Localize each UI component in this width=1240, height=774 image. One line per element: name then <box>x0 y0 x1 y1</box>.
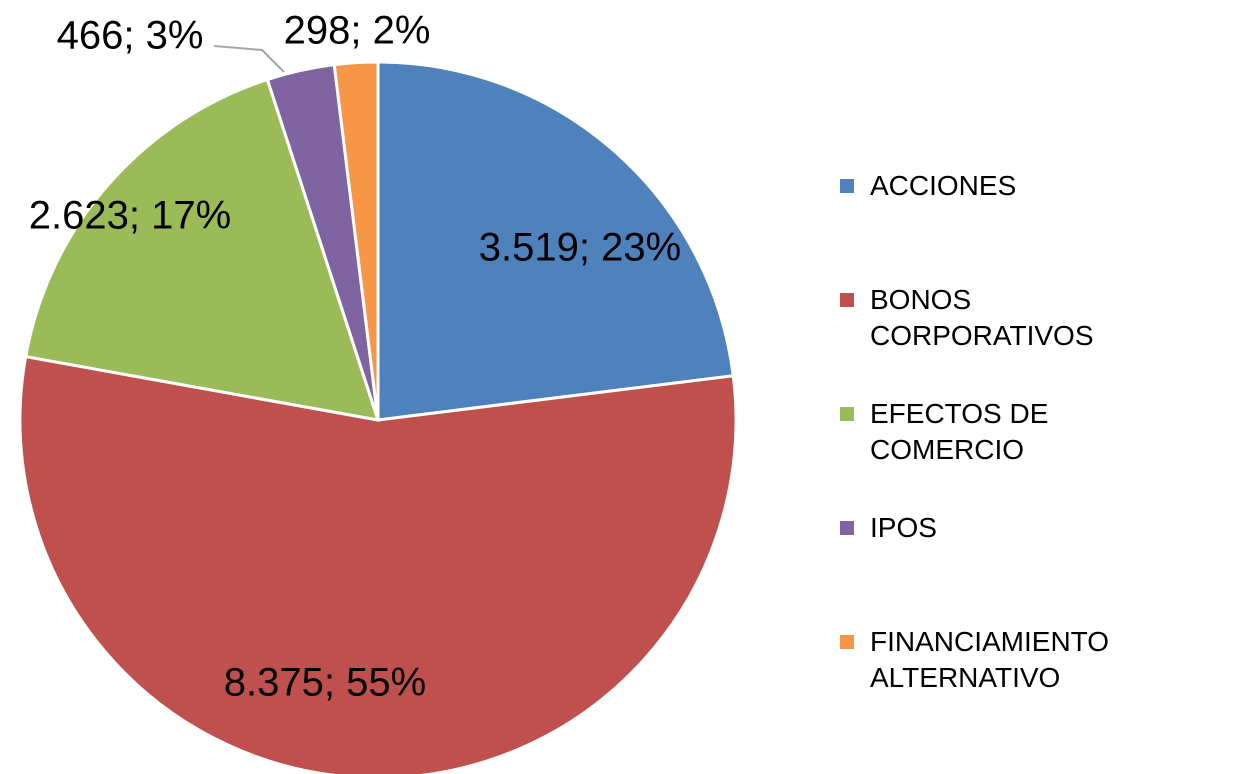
data-label: 298; 2% <box>284 9 431 53</box>
legend-swatch <box>840 179 854 193</box>
legend-swatch <box>840 407 854 421</box>
pie-slice <box>23 77 381 422</box>
pie-slice <box>376 60 735 422</box>
data-label: 8.375; 55% <box>224 661 426 705</box>
leader-line <box>213 45 285 73</box>
legend-swatch <box>840 635 854 649</box>
legend-item: EFECTOS DE COMERCIO <box>840 396 1240 510</box>
pie-slice <box>332 60 380 421</box>
legend-item: FINANCIAMIENTO ALTERNATIVO <box>840 624 1240 738</box>
legend-label: FINANCIAMIENTO ALTERNATIVO <box>870 626 1110 693</box>
legend-label: EFECTOS DE COMERCIO <box>870 398 1049 465</box>
legend-item: IPOS <box>840 510 1240 624</box>
pie-slice <box>18 354 738 774</box>
data-label: 2.623; 17% <box>29 194 231 238</box>
legend-label: BONOS CORPORATIVOS <box>870 284 1094 351</box>
legend-item: BONOS CORPORATIVOS <box>840 282 1240 396</box>
legend-item: ACCIONES <box>840 168 1240 282</box>
legend-label: ACCIONES <box>870 170 1017 201</box>
data-label: 466; 3% <box>57 14 204 58</box>
legend-label: IPOS <box>870 512 937 543</box>
data-label: 3.519; 23% <box>479 226 681 270</box>
legend-swatch <box>840 521 854 535</box>
legend-swatch <box>840 293 854 307</box>
legend: ACCIONES BONOS CORPORATIVOS EFECTOS DE COM… <box>840 168 1240 738</box>
